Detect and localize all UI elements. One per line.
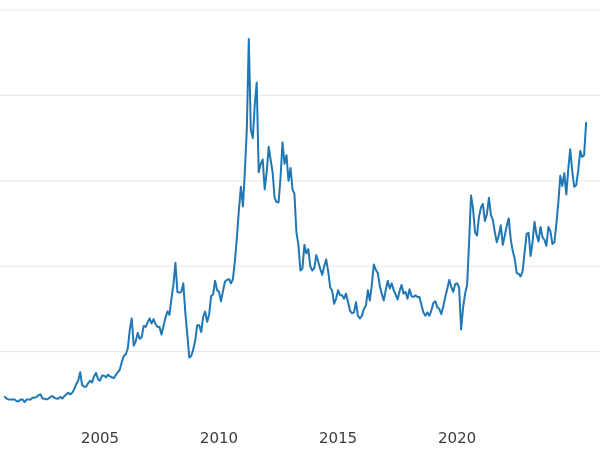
x-tick-label: 2015 xyxy=(319,429,357,447)
x-tick-label: 2010 xyxy=(200,429,238,447)
price-line xyxy=(3,38,588,404)
x-tick-label: 2005 xyxy=(81,429,119,447)
x-tick-label: 2020 xyxy=(438,429,476,447)
